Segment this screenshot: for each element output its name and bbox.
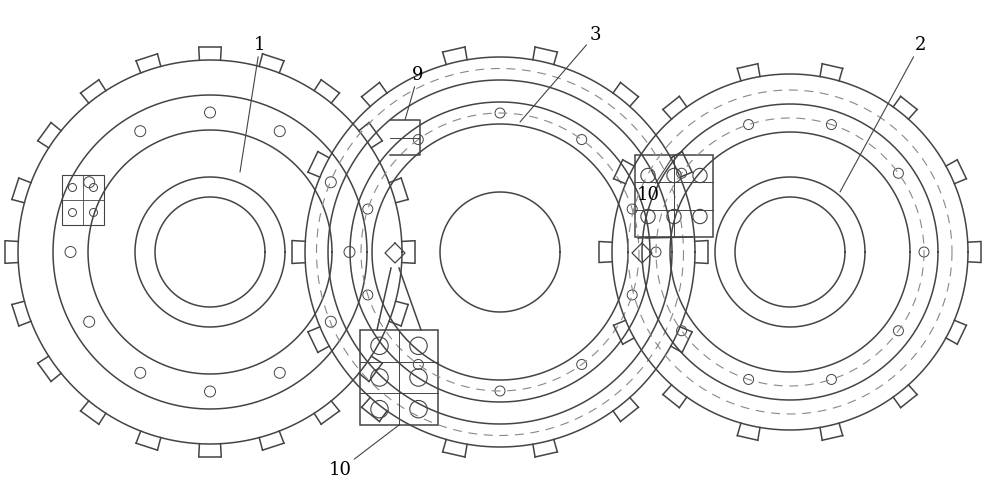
Text: 9: 9 [405,66,424,120]
Text: 10: 10 [328,425,399,479]
Bar [62,175,104,225]
Bar [635,155,713,237]
Bar [360,330,438,425]
Text: 3: 3 [520,26,601,122]
Text: 2: 2 [840,36,926,192]
Text: 1: 1 [240,36,266,172]
Text: 10: 10 [637,155,674,204]
